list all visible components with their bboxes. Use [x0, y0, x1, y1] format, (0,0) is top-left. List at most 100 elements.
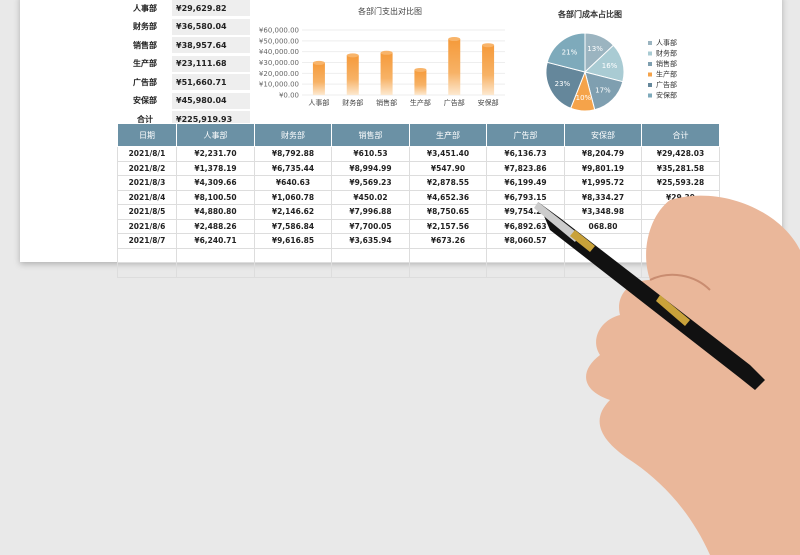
table-cell[interactable]: [331, 262, 410, 278]
table-cell[interactable]: [254, 247, 332, 263]
legend-label: 安保部: [656, 91, 677, 100]
summary-table: 人事部 ¥29,629.82 财务部 ¥36,580.04 销售部 ¥38,957.64 生…: [118, 0, 250, 130]
y-tick-label: ¥40,000.00: [259, 48, 299, 56]
column-header: 安保部: [564, 123, 642, 147]
table-cell[interactable]: ¥2,157.56: [409, 218, 487, 234]
legend-label: 生产部: [656, 70, 677, 79]
slice-label: 21%: [562, 48, 578, 56]
table-cell[interactable]: ¥9,569.23: [331, 175, 410, 191]
table-cell[interactable]: [176, 247, 255, 263]
table-cell[interactable]: ¥25,593.28: [641, 175, 720, 191]
table-cell[interactable]: ¥1,995.72: [564, 175, 642, 191]
table-cell[interactable]: [176, 262, 255, 278]
table-cell[interactable]: 2021/8/1: [117, 146, 177, 162]
table-cell[interactable]: [409, 262, 487, 278]
x-tick-label: 财务部: [342, 98, 363, 107]
summary-label: 合计: [137, 114, 153, 124]
table-cell[interactable]: ¥1,060.78: [254, 189, 332, 205]
table-cell[interactable]: ¥6,199.49: [486, 175, 565, 191]
slice-label: 17%: [595, 86, 611, 94]
summary-label: 广告部: [133, 77, 157, 87]
summary-label: 安保部: [133, 96, 157, 105]
table-cell[interactable]: ¥4,309.66: [176, 175, 255, 191]
bar: [414, 69, 427, 95]
summary-row: 财务部 ¥36,580.04: [118, 18, 250, 35]
table-cell[interactable]: [331, 247, 410, 263]
table-cell[interactable]: [117, 262, 177, 278]
summary-label: 财务部: [133, 22, 157, 31]
bar-chart: 各部门支出对比图 ¥0.00 ¥10,000.00 ¥20,000.00 ¥30,000…: [259, 6, 505, 107]
table-cell[interactable]: ¥8,792.88: [254, 146, 332, 162]
table-cell[interactable]: 2021/8/5: [117, 204, 177, 220]
bar-top: [346, 53, 359, 58]
legend-swatch: [648, 51, 652, 56]
table-cell[interactable]: ¥2,231.70: [176, 146, 255, 162]
summary-row: 销售部 ¥38,957.64: [118, 37, 250, 53]
table-cell[interactable]: 2021/8/2: [117, 160, 177, 176]
bar-top: [380, 50, 393, 55]
table-cell[interactable]: 2021/8/3: [117, 175, 177, 191]
table-cell[interactable]: ¥8,100.50: [176, 189, 255, 205]
table-cell[interactable]: ¥9,616.85: [254, 233, 332, 249]
slice-label: 16%: [602, 62, 618, 70]
table-cell[interactable]: ¥6,136.73: [486, 146, 565, 162]
chart-title: 各部门成本占比图: [557, 9, 622, 19]
table-cell[interactable]: ¥7,823.86: [486, 160, 565, 176]
table-cell[interactable]: 2021/8/6: [117, 218, 177, 234]
legend-swatch: [648, 72, 652, 77]
table-cell[interactable]: ¥4,880.80: [176, 204, 255, 220]
table-cell[interactable]: ¥7,996.88: [331, 204, 410, 220]
table-cell[interactable]: ¥3,451.40: [409, 146, 487, 162]
slice-label: 23%: [555, 80, 571, 88]
chart-title: 各部门支出对比图: [358, 6, 422, 16]
column-header: 财务部: [254, 123, 332, 147]
table-cell[interactable]: 2021/8/4: [117, 189, 177, 205]
table-cell[interactable]: ¥7,700.05: [331, 218, 410, 234]
table-cell[interactable]: ¥2,146.62: [254, 204, 332, 220]
bar-top: [312, 60, 325, 65]
y-tick-label: ¥60,000.00: [259, 27, 299, 35]
table-cell[interactable]: ¥2,488.26: [176, 218, 255, 234]
summary-value: ¥29,629.82: [172, 0, 250, 16]
legend-swatch: [648, 83, 652, 87]
table-cell[interactable]: ¥4,652.36: [409, 189, 487, 205]
table-cell[interactable]: ¥1,378.19: [176, 160, 255, 176]
table-row: 2021/8/4 ¥8,100.50 ¥1,060.78 ¥450.02 ¥4,652.…: [117, 189, 720, 205]
table-cell[interactable]: ¥640.63: [254, 175, 332, 191]
column-header: 生产部: [409, 123, 487, 147]
table-row: 2021/8/1 ¥2,231.70 ¥8,792.88 ¥610.53 ¥3,451.…: [117, 146, 720, 162]
x-tick-label: 安保部: [478, 98, 499, 107]
table-cell[interactable]: ¥3,635.94: [331, 233, 410, 249]
table-row: 2021/8/5 ¥4,880.80 ¥2,146.62 ¥7,996.88 ¥8,75…: [117, 204, 720, 220]
table-cell[interactable]: [254, 262, 332, 278]
summary-label: 生产部: [133, 59, 157, 68]
summary-value: ¥38,957.64: [172, 37, 250, 53]
table-cell[interactable]: ¥450.02: [331, 189, 410, 205]
table-cell[interactable]: ¥7,586.84: [254, 218, 332, 234]
table-cell[interactable]: ¥35,281.58: [641, 160, 720, 176]
table-cell[interactable]: ¥547.90: [409, 160, 487, 176]
table-cell[interactable]: ¥8,204.79: [564, 146, 642, 162]
table-cell[interactable]: ¥6,735.44: [254, 160, 332, 176]
table-cell[interactable]: ¥8,750.65: [409, 204, 487, 220]
table-cell[interactable]: ¥9,801.19: [564, 160, 642, 176]
table-cell[interactable]: 2021/8/7: [117, 233, 177, 249]
table-cell[interactable]: ¥29,428.03: [641, 146, 720, 162]
table-cell[interactable]: [117, 247, 177, 263]
table-cell[interactable]: [409, 247, 487, 263]
column-header: 人事部: [176, 123, 255, 147]
bar: [312, 62, 325, 95]
table-cell[interactable]: ¥610.53: [331, 146, 410, 162]
y-tick-label: ¥0.00: [279, 92, 299, 100]
column-header: 销售部: [331, 123, 410, 147]
table-cell[interactable]: ¥6,240.71: [176, 233, 255, 249]
table-cell[interactable]: ¥2,878.55: [409, 175, 487, 191]
bar-top: [448, 37, 461, 42]
table-cell[interactable]: ¥3,348.98: [564, 204, 642, 220]
bar-top: [414, 67, 427, 72]
table-cell[interactable]: ¥673.26: [409, 233, 487, 249]
table-cell[interactable]: ¥6,892.63: [486, 218, 565, 234]
table-cell[interactable]: ¥8,334.27: [564, 189, 642, 205]
summary-row: 安保部 ¥45,980.04: [118, 92, 250, 109]
table-cell[interactable]: ¥8,994.99: [331, 160, 410, 176]
